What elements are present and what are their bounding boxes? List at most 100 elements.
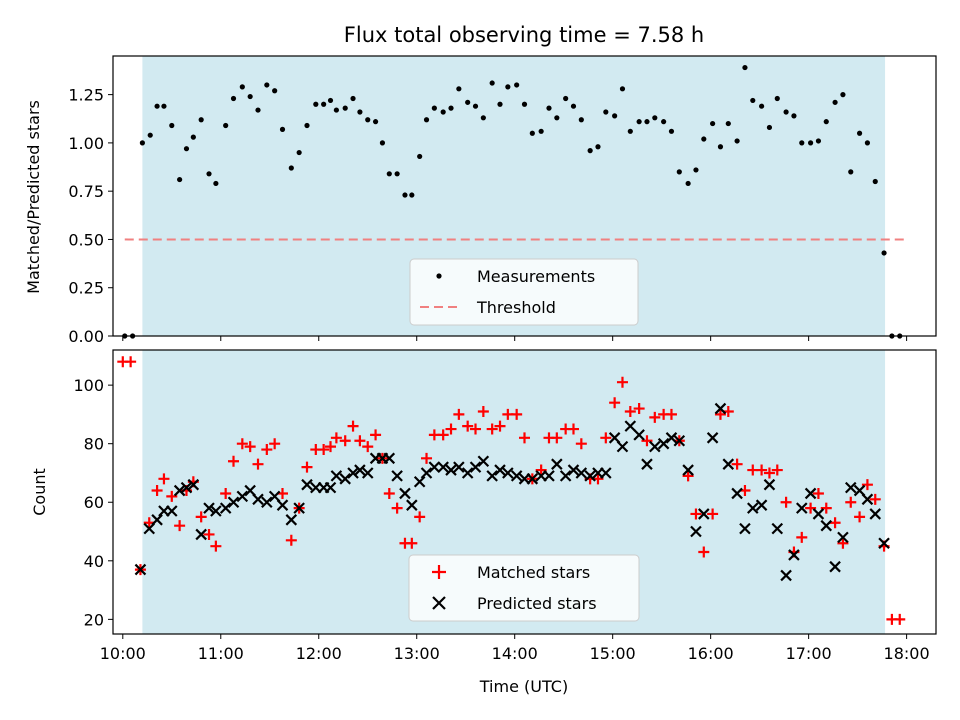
predicted-star-marker	[354, 464, 366, 476]
matched-star-marker	[252, 458, 264, 470]
predicted-star-marker	[665, 432, 678, 444]
measurement-point	[161, 103, 167, 109]
count-legend: Matched stars Predicted stars	[408, 554, 640, 622]
measurement-point	[799, 140, 805, 146]
matched-star-marker	[370, 429, 382, 441]
measurement-point	[489, 80, 495, 86]
measurement-point	[327, 97, 334, 104]
predicted-star-marker	[203, 502, 215, 514]
matched-star-marker	[174, 520, 186, 532]
measurement-point	[409, 192, 415, 198]
ratio-y-tick-label: 1.00	[68, 134, 104, 153]
measurement-point	[177, 176, 183, 183]
predicted-star-marker	[869, 508, 882, 520]
predicted-star-marker	[641, 458, 653, 470]
predicted-star-marker	[461, 467, 474, 479]
matched-star-marker	[837, 537, 849, 549]
predicted-star-marker	[420, 467, 433, 479]
ratio-legend-box	[409, 258, 639, 326]
matched-star-marker	[845, 496, 857, 508]
predicted-star-marker	[731, 487, 743, 500]
count-panel: 20 40 60 80 100 10:00 11:00 12:00 13:00 14:00 15:…	[30, 349, 937, 696]
predicted-star-marker	[261, 496, 273, 509]
predicted-star-marker	[788, 549, 800, 561]
measurement-point	[742, 64, 748, 71]
predicted-star-marker	[347, 467, 359, 479]
measurement-point	[272, 88, 278, 94]
measurement-point	[881, 250, 887, 256]
predicted-star-marker	[567, 464, 580, 476]
measurement-point	[505, 84, 511, 90]
measurement-point	[832, 99, 838, 105]
matched-star-marker	[166, 490, 178, 502]
matched-star-marker	[820, 502, 832, 514]
measurement-point	[394, 171, 400, 177]
predicted-star-marker	[406, 499, 418, 511]
matched-star-marker	[437, 429, 449, 441]
matched-star-marker	[330, 432, 342, 444]
predicted-star-marker	[134, 563, 147, 576]
matched-star-marker	[494, 420, 506, 432]
measurement-point	[386, 171, 392, 177]
measurement-point	[554, 115, 560, 121]
matched-star-marker	[486, 423, 498, 435]
measurement-point	[872, 178, 878, 185]
measurement-point	[848, 169, 854, 175]
count-x-tick-label: 16:00	[688, 644, 734, 663]
matched-star-marker	[682, 470, 694, 482]
predicted-star-marker	[657, 437, 670, 450]
measurement-point	[379, 140, 386, 146]
matched-star-marker	[649, 411, 661, 423]
matched-star-marker	[763, 467, 775, 479]
predicted-star-marker	[413, 475, 426, 488]
matched-star-marker	[406, 537, 418, 549]
ratio-y-tick-label: 0.50	[68, 230, 104, 249]
measurement-point	[587, 148, 593, 154]
matched-star-marker	[535, 464, 547, 476]
legend-measurements-marker	[436, 273, 442, 279]
matched-star-marker	[414, 511, 426, 523]
legend-measurements-label: Measurements	[477, 267, 595, 286]
measurement-point	[619, 86, 626, 92]
predicted-star-marker	[399, 487, 411, 500]
ratio-legend: Measurements Threshold	[409, 258, 639, 326]
measurement-point	[676, 169, 682, 175]
matched-star-marker	[462, 420, 474, 432]
chart-title: Flux total observing time = 7.58 h	[344, 23, 704, 47]
predicted-star-marker	[559, 470, 572, 482]
predicted-star-marker	[173, 484, 186, 497]
predicted-star-marker	[510, 470, 523, 482]
count-y-tick-label: 80	[84, 435, 104, 454]
measurement-point	[417, 153, 423, 160]
measurement-point	[255, 107, 261, 113]
measurement-point	[603, 109, 609, 115]
predicted-star-marker	[166, 505, 178, 517]
matched-star-marker	[641, 435, 653, 447]
measurement-point	[456, 86, 462, 92]
matched-star-marker	[869, 493, 881, 505]
measurement-point	[342, 105, 348, 111]
predicted-star-marker	[486, 470, 498, 482]
predicted-star-marker	[276, 499, 289, 511]
matched-star-marker	[347, 420, 359, 432]
matched-star-marker	[796, 531, 808, 543]
matched-star-marker	[616, 376, 628, 388]
predicted-star-marker	[878, 537, 890, 550]
measurement-point	[440, 109, 446, 115]
matched-star-marker	[575, 438, 587, 450]
measurement-point	[514, 82, 520, 88]
measurement-point	[529, 130, 535, 136]
predicted-star-marker	[673, 434, 686, 447]
ratio-y-tick-label: 0.25	[68, 279, 104, 298]
predicted-star-marker	[502, 467, 514, 479]
predicted-star-marker	[293, 502, 305, 514]
measurement-point	[570, 103, 577, 109]
matched-star-marker	[151, 485, 163, 497]
matched-star-marker	[391, 502, 403, 514]
measurement-point	[612, 113, 618, 119]
matched-star-marker	[665, 408, 677, 420]
predicted-star-marker	[180, 481, 193, 494]
ratio-y-ticks: 0.00 0.25 0.50 0.75 1.00 1.25	[68, 86, 113, 346]
predicted-star-marker	[151, 514, 163, 526]
predicted-star-marker	[780, 569, 792, 582]
